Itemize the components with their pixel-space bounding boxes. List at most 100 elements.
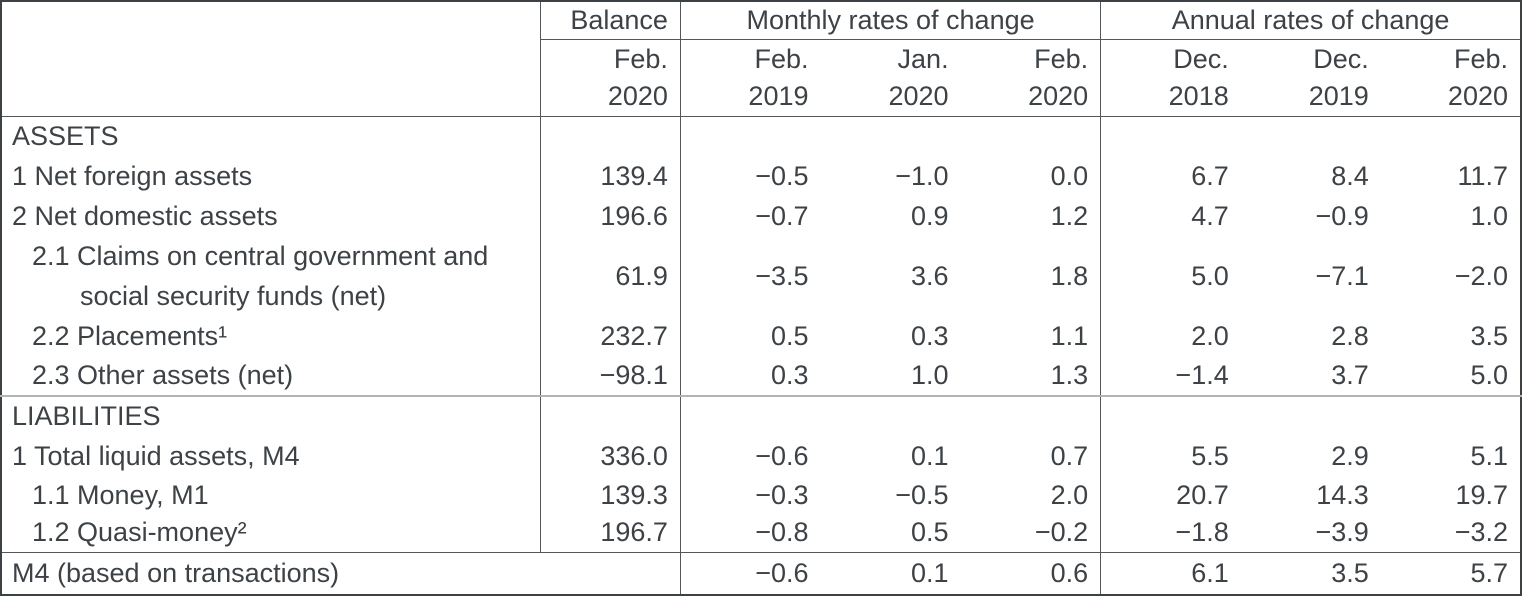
annual-cell: 5.1 (1470, 440, 1508, 471)
row-claims-central-government: 2.1 Claims on central government and soc… (1, 236, 1521, 316)
period-year: 2018 (1168, 80, 1229, 111)
monthly-cell: −0.5 (895, 479, 949, 510)
monthly-cell: 1.0 (911, 360, 949, 390)
period-header-annual-3: Feb. 2020 (1380, 39, 1521, 117)
period-year: 2020 (888, 80, 949, 111)
monthly-cell: 0.1 (820, 551, 961, 595)
monthly-cells (679, 116, 1101, 156)
balance-cell (539, 395, 681, 436)
row-assets-section: ASSETS (1, 116, 1521, 156)
row-label-cell: 1 Net foreign assets (12, 160, 253, 191)
balance-cell: −98.1 (539, 356, 681, 396)
period-header-monthly-2: Jan. 2020 (820, 39, 961, 117)
monthly-cell: 0.6 (960, 551, 1101, 595)
period-header-annual-2: Dec. 2019 (1240, 39, 1381, 117)
monthly-cell: 0.5 (911, 517, 949, 548)
row-label-cell: 1.2 Quasi-money² (32, 517, 247, 548)
period-year: 2020 (1447, 80, 1508, 111)
period-month: Dec. (1173, 43, 1229, 74)
balance-cell: 139.3 (539, 476, 681, 514)
monthly-cell: 0.1 (911, 440, 949, 471)
monthly-cell: −0.6 (679, 436, 821, 476)
period-month: Dec. (1313, 43, 1369, 74)
monthly-cell: −0.2 (1034, 517, 1089, 548)
annual-cell: 3.5 (1470, 320, 1508, 351)
annual-cell: 2.8 (1331, 320, 1369, 351)
period-year: 2020 (1028, 80, 1089, 111)
balance-cell: 196.6 (539, 196, 681, 236)
annual-cell: 2.9 (1331, 440, 1369, 471)
annual-cell: 20.7 (1100, 476, 1241, 514)
row-liabilities-section: LIABILITIES (1, 395, 1521, 436)
period-year: 2020 (607, 80, 668, 111)
balance-cell: 139.4 (539, 156, 681, 196)
annual-cell: 3.7 (1331, 360, 1369, 390)
period-year: 2019 (748, 80, 809, 111)
annual-cell: 6.1 (1100, 551, 1241, 595)
row-label-cell: 1 Total liquid assets, M4 (12, 440, 300, 471)
monthly-cell: 0.5 (679, 316, 821, 356)
annual-cells (1100, 395, 1521, 436)
row-net-domestic-assets: 2 Net domestic assets 196.6 −0.7 0.9 1.2… (1, 196, 1521, 236)
annual-cell: −1.8 (1100, 514, 1241, 552)
header-group-row: Balance Monthly rates of change Annual r… (1, 1, 1521, 40)
monthly-cell: −0.6 (679, 551, 821, 595)
annual-cell: 1.0 (1470, 200, 1508, 231)
monthly-cell: −0.3 (679, 476, 821, 514)
monthly-cell: −3.5 (679, 236, 821, 316)
annual-group-header: Annual rates of change (1100, 1, 1521, 40)
monthly-cell: 2.0 (1050, 479, 1089, 510)
monthly-group-header: Monthly rates of change (679, 1, 1101, 40)
monthly-cell: −1.0 (895, 160, 949, 191)
period-header-balance: Feb. 2020 (539, 39, 681, 117)
annual-cell: −0.9 (1315, 200, 1369, 231)
period-header-monthly-1: Feb. 2019 (679, 39, 821, 117)
annual-cell: −3.2 (1454, 517, 1508, 548)
period-month: Feb. (1453, 43, 1508, 74)
balance-cell: 336.0 (539, 436, 681, 476)
row-quasi-money: 1.2 Quasi-money² 196.7 −0.8 0.5 −0.2 −1.… (1, 514, 1521, 552)
annual-cell: 5.7 (1380, 551, 1521, 595)
period-header-monthly-3: Feb. 2020 (960, 39, 1101, 117)
row-label-cell: 2 Net domestic assets (12, 200, 278, 231)
row-total-liquid-assets-m4: 1 Total liquid assets, M4 336.0 −0.6 0.1… (1, 436, 1521, 476)
annual-cell: 3.5 (1240, 551, 1381, 595)
annual-cell: −7.1 (1315, 260, 1369, 291)
monthly-cell: 1.8 (1050, 260, 1089, 291)
period-month: Feb. (754, 43, 809, 74)
row-label-cell: 2.1 Claims on central government and soc… (1, 236, 540, 316)
row-label-cell: 2.2 Placements¹ (32, 320, 228, 351)
period-header-annual-1: Dec. 2018 (1100, 39, 1241, 117)
monthly-cells (679, 395, 1101, 436)
annual-cell: 5.0 (1100, 236, 1241, 316)
monthly-cell: 0.9 (911, 200, 949, 231)
annual-cell: −3.9 (1315, 517, 1369, 548)
row-placements: 2.2 Placements¹ 232.7 0.5 0.3 1.1 2.0 2.… (1, 316, 1521, 356)
annual-cell: 6.7 (1100, 156, 1241, 196)
row-label-column-header (1, 1, 540, 116)
monthly-cell: 1.3 (1050, 360, 1089, 390)
monthly-cell: −0.5 (679, 156, 821, 196)
balance-cell: 196.7 (539, 514, 681, 552)
balance-column-header: Balance (539, 1, 681, 40)
annual-cell: 5.0 (1470, 360, 1508, 390)
annual-cell: 14.3 (1316, 479, 1369, 510)
section-label-cell: ASSETS (12, 120, 119, 151)
row-net-foreign-assets: 1 Net foreign assets 139.4 −0.5 −1.0 0.0… (1, 156, 1521, 196)
row-money-m1: 1.1 Money, M1 139.3 −0.3 −0.5 2.0 20.7 1… (1, 476, 1521, 514)
monthly-cell: −0.8 (679, 514, 821, 552)
annual-cell: 19.7 (1455, 479, 1508, 510)
section-label-cell: LIABILITIES (1, 395, 541, 436)
monthly-cell: 3.6 (911, 260, 949, 291)
period-month: Jan. (897, 43, 949, 74)
annual-cell: 8.4 (1331, 160, 1369, 191)
row-label-cell: M4 (based on transactions) (1, 551, 681, 595)
annual-cell: 5.5 (1100, 436, 1241, 476)
monthly-cell: 0.0 (1050, 160, 1089, 191)
monthly-cell: 0.7 (1050, 440, 1089, 471)
row-label-cell: 1.1 Money, M1 (32, 479, 209, 510)
period-year: 2019 (1308, 80, 1369, 111)
row-label-cell: 2.3 Other assets (net) (32, 360, 294, 390)
annual-cell: −1.4 (1100, 356, 1241, 396)
